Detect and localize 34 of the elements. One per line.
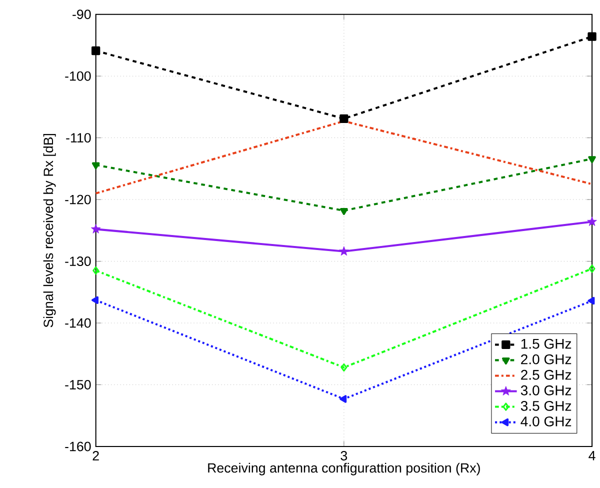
legend-label: 3.0 GHz [520,386,572,396]
y-axis-title: Signal levels received by Rx [dB] [43,134,56,328]
legend-label: 3.5 GHz [520,401,572,412]
legend-label: 1.5 GHz [521,339,572,349]
y-tick-label: -140 [65,318,91,328]
point [91,296,99,304]
x-tick-label: 4 [588,451,596,460]
point [340,208,348,216]
point [90,224,101,234]
point [340,395,347,404]
point [91,46,100,56]
y-tick-label: -160 [65,442,91,452]
y-tick-label: -100 [65,72,91,82]
x-axis-title: Receiving antenna configurattion position (Rx) [208,463,480,476]
point [92,162,100,170]
y-tick-label: -110 [66,133,91,143]
point [339,246,349,256]
y-tick-label: -120 [65,195,91,204]
legend-label: 4.0 GHz [520,416,572,427]
legend-label: 2.5 GHz [521,370,572,380]
point [340,114,348,124]
point [92,266,100,275]
point [588,297,595,305]
legend-label: 2.0 GHz [521,354,572,364]
x-tick-label: 3 [340,451,348,461]
y-tick-label: -150 [65,380,91,390]
point [588,32,596,42]
y-tick-label: -90 [72,10,91,20]
point [588,264,596,273]
point [340,364,348,372]
point [587,216,597,226]
point [588,156,596,164]
x-tick-label: 2 [92,451,99,461]
y-tick-label: -130 [65,256,91,266]
